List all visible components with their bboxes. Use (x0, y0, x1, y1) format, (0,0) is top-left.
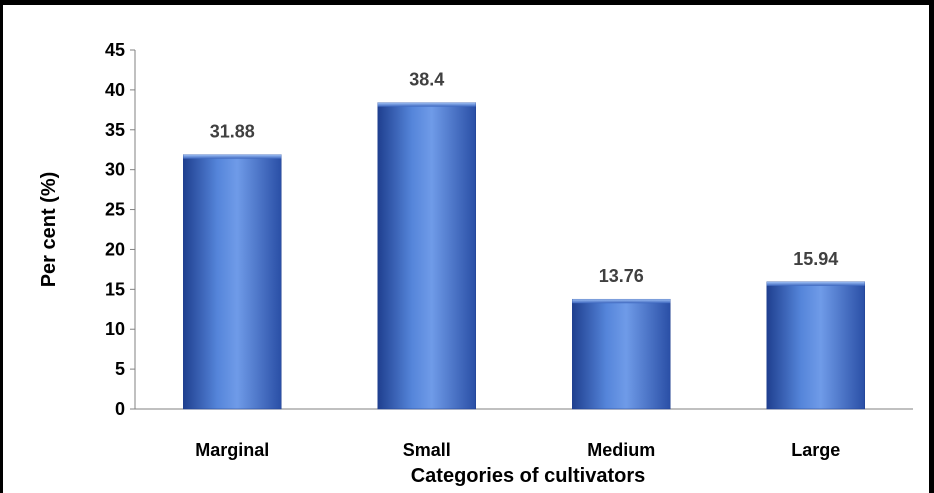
bar-top-highlight (766, 281, 865, 286)
y-tick-label: 35 (105, 120, 125, 140)
bar-top-highlight (183, 154, 282, 159)
bar-marginal (183, 154, 282, 410)
bars (183, 102, 865, 410)
y-axis: 0 5 10 15 20 25 30 35 40 45 (105, 40, 136, 419)
data-labels: 31.88 38.4 13.76 15.94 (210, 70, 839, 287)
x-tick-label: Marginal (195, 440, 269, 460)
data-label: 38.4 (409, 70, 444, 90)
data-label: 13.76 (599, 266, 644, 286)
data-label: 15.94 (793, 249, 838, 269)
x-tick-label: Large (791, 440, 840, 460)
y-tick-label: 20 (105, 239, 125, 259)
bar-chart: 0 5 10 15 20 25 30 35 40 45 31.88 38.4 13.76 15.94 M… (38, 40, 913, 487)
bar-top-highlight (572, 299, 671, 304)
x-tick-label: Medium (587, 440, 655, 460)
x-axis-title: Categories of cultivators (411, 465, 646, 487)
y-tick-label: 25 (105, 200, 125, 220)
bar-large (766, 281, 865, 410)
bar-medium (572, 298, 671, 410)
y-tick-label: 15 (105, 279, 125, 299)
bar-small (377, 102, 476, 410)
y-tick-label: 5 (115, 359, 125, 379)
y-tick-label: 45 (105, 40, 125, 60)
y-tick-label: 30 (105, 160, 125, 180)
category-labels: Marginal Small Medium Large (195, 440, 840, 460)
y-tick-label: 40 (105, 80, 125, 100)
bar-top-highlight (377, 102, 476, 107)
data-label: 31.88 (210, 122, 255, 142)
y-tick-label: 10 (105, 319, 125, 339)
x-tick-label: Small (403, 440, 451, 460)
y-axis-title: Per cent (%) (38, 172, 60, 288)
y-tick-label: 0 (115, 399, 125, 419)
